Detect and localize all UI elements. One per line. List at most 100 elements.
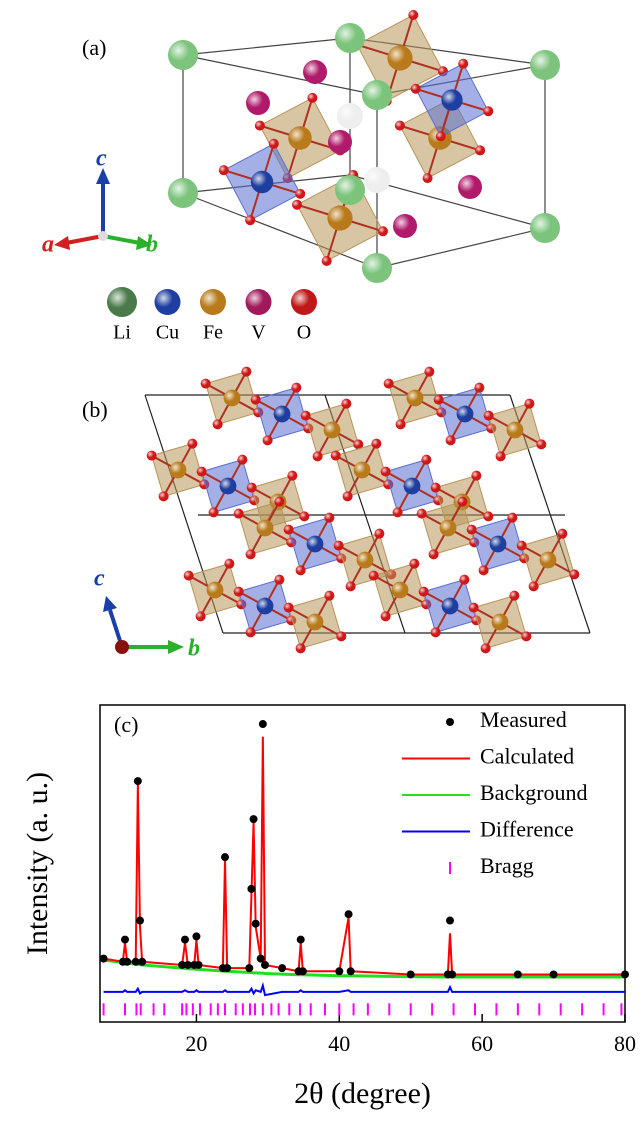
atom-shine xyxy=(246,289,272,315)
atom-shine xyxy=(442,598,459,615)
atom-shine xyxy=(384,379,394,389)
atom-shine xyxy=(209,507,219,517)
atom-shine xyxy=(393,214,417,238)
legend-label: Bragg xyxy=(480,853,534,878)
cell-edge xyxy=(183,38,350,55)
atom-shine xyxy=(424,367,434,377)
atom-label: Fe xyxy=(203,322,223,344)
atom-shine xyxy=(381,611,391,621)
axis-letter: c xyxy=(94,566,105,592)
atom-shine xyxy=(459,575,469,585)
data-point xyxy=(299,967,307,975)
atom-shine xyxy=(408,10,418,20)
atom-shine xyxy=(387,45,412,70)
atom-shine xyxy=(457,406,474,423)
atom-shine xyxy=(404,478,421,495)
atom-shine xyxy=(431,627,441,637)
legend-symbol xyxy=(446,718,454,726)
atom-shine xyxy=(245,215,255,225)
data-point xyxy=(261,961,269,969)
atom-shine xyxy=(324,513,334,523)
panel-label: (b) xyxy=(82,397,108,422)
data-point xyxy=(247,885,255,893)
atom-shine xyxy=(170,462,187,479)
data-point xyxy=(345,910,353,918)
axis-letter: c xyxy=(96,146,107,172)
atom-shine xyxy=(155,289,181,315)
atom-shine xyxy=(371,439,381,449)
legend-label: Calculated xyxy=(480,744,574,769)
data-point xyxy=(134,777,142,785)
cell-edge xyxy=(183,55,377,95)
x-tick-label: 80 xyxy=(614,1031,636,1056)
atom-shine xyxy=(257,520,274,537)
atom-shine xyxy=(381,467,391,477)
atom-shine xyxy=(197,467,207,477)
y-axis-label: Intensity (a. u.) xyxy=(21,772,54,955)
atom-shine xyxy=(234,509,244,519)
x-tick-label: 60 xyxy=(471,1031,493,1056)
atom-shine xyxy=(481,643,491,653)
atom-shine xyxy=(521,631,531,641)
axis-letter: b xyxy=(188,636,200,662)
atom-shine xyxy=(336,631,346,641)
atom-shine xyxy=(446,435,456,445)
panel-label: (a) xyxy=(82,35,106,60)
atom-shine xyxy=(251,395,261,405)
atom-shine xyxy=(441,89,462,110)
atom-shine xyxy=(396,419,406,429)
atom-shine xyxy=(207,582,224,599)
atom-shine xyxy=(201,379,211,389)
atom-shine xyxy=(530,213,560,243)
atom-shine xyxy=(471,471,481,481)
legend-label: Measured xyxy=(480,707,567,732)
atom-shine xyxy=(569,569,579,579)
axis-letter: b xyxy=(146,232,158,258)
atom-shine xyxy=(335,175,365,205)
atom-shine xyxy=(291,383,301,393)
data-point xyxy=(347,967,355,975)
atom-shine xyxy=(247,483,257,493)
x-tick-label: 40 xyxy=(328,1031,350,1056)
data-point xyxy=(245,964,253,972)
data-point xyxy=(259,720,267,728)
atom-shine xyxy=(509,591,519,601)
atom-shine xyxy=(474,383,484,393)
atom-shine xyxy=(496,451,506,461)
atom-shine xyxy=(251,171,273,193)
data-point xyxy=(448,970,456,978)
atom-shine xyxy=(529,581,539,591)
data-point xyxy=(123,958,131,966)
atom-shine xyxy=(284,603,294,613)
x-tick-label: 20 xyxy=(185,1031,207,1056)
atom-shine xyxy=(457,497,467,507)
atom-shine xyxy=(423,173,433,183)
figure: (a) (b) a b c c b LiCuFeVO (c)204060802θ… xyxy=(0,0,642,1126)
atom-shine xyxy=(274,497,284,507)
atom-label: V xyxy=(251,322,266,344)
atom-shine xyxy=(337,103,363,129)
atom-shine xyxy=(287,471,297,481)
atom-shine xyxy=(224,559,234,569)
atom-shine xyxy=(341,399,351,409)
atom-shine xyxy=(307,93,317,103)
data-point xyxy=(278,964,286,972)
atom-shine xyxy=(364,167,390,193)
atom-shine xyxy=(417,509,427,519)
data-point xyxy=(407,970,415,978)
atom-shine xyxy=(159,491,169,501)
data-point xyxy=(192,932,200,940)
atom-shine xyxy=(295,189,305,199)
axis-letter: a xyxy=(42,232,54,258)
atom-shine xyxy=(246,627,256,637)
atom-label: Li xyxy=(113,322,131,344)
atom-shine xyxy=(291,289,317,315)
atom-shine xyxy=(517,541,527,551)
atom-label: Cu xyxy=(156,322,179,344)
atom-shine xyxy=(327,205,352,230)
atom-shine xyxy=(343,491,353,501)
atom-shine xyxy=(434,395,444,405)
data-point xyxy=(100,955,108,963)
atom-shine xyxy=(246,91,270,115)
